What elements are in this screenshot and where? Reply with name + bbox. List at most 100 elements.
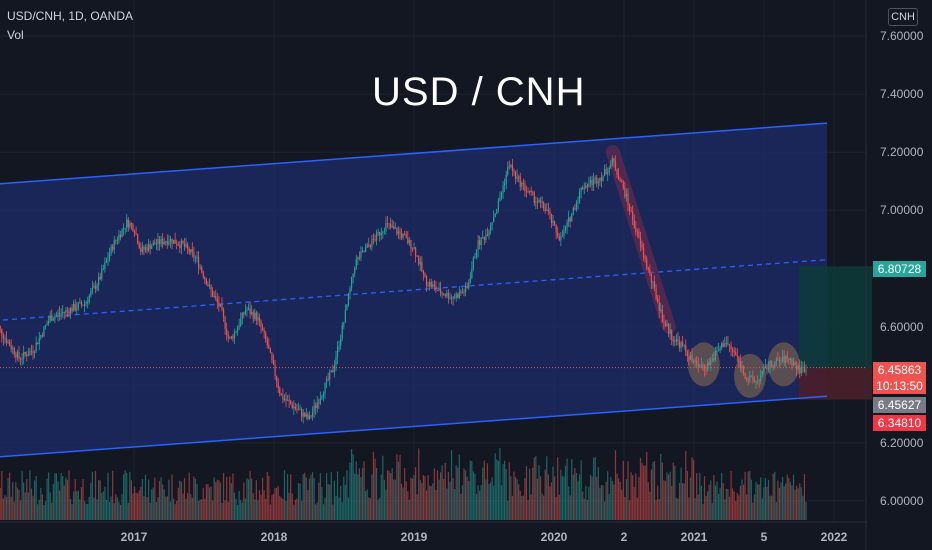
candle-body (511, 164, 514, 171)
candle-body (163, 242, 165, 245)
candle-body (716, 351, 718, 352)
volume-bar (711, 503, 713, 520)
candle-body (415, 247, 417, 257)
candle-body (382, 231, 384, 234)
candle-body (578, 191, 581, 202)
candle-body (657, 298, 659, 303)
volume-bar (452, 478, 454, 520)
candle-body (480, 237, 482, 246)
volume-bar (688, 497, 690, 520)
volume-bar (60, 472, 62, 520)
volume-bar (591, 476, 593, 520)
candle-body (672, 339, 674, 342)
candle-body (7, 341, 9, 343)
candle-body (365, 247, 367, 252)
candle-body (738, 356, 740, 361)
volume-bar (21, 471, 23, 520)
volume-bar (608, 493, 610, 520)
volume-bar (166, 496, 168, 520)
volume-bar (593, 457, 595, 520)
volume-bar (635, 473, 637, 520)
volume-bar (240, 499, 242, 520)
volume-bar (741, 479, 743, 520)
volume-bar (357, 474, 359, 520)
volume-bar (322, 504, 325, 520)
candle-body (115, 240, 117, 242)
candle-body (38, 337, 40, 345)
candle-body (727, 343, 729, 345)
candle-body (786, 356, 788, 359)
candle-body (549, 211, 551, 214)
candle-body (193, 251, 195, 258)
candle-body (29, 351, 31, 355)
volume-bar (425, 490, 428, 520)
candle-body (40, 335, 42, 338)
entry-price-badge: 6.45627 (873, 397, 926, 413)
volume-bar (2, 498, 4, 520)
volume-bar (796, 485, 798, 520)
volume-bar (315, 504, 317, 520)
candle-body (44, 325, 47, 327)
volume-bar (252, 493, 254, 520)
candle-body (646, 258, 648, 268)
volume-bar (488, 484, 490, 520)
channel-lower-line (0, 395, 828, 458)
volume-bar (575, 473, 578, 520)
volume-bar (263, 490, 265, 520)
candle-body (185, 244, 187, 247)
symbol-legend[interactable]: USD/CNH, 1D, OANDA (7, 9, 134, 23)
time-tick-label: 2 (620, 530, 628, 544)
volume-bar (286, 474, 289, 520)
candle-body (766, 366, 768, 370)
candle-body (354, 268, 356, 274)
candle-body (257, 317, 259, 321)
candle-body (69, 307, 72, 314)
volume-bar (133, 486, 136, 520)
volume-bar (574, 468, 576, 520)
candle-body (138, 243, 140, 249)
candle-body (611, 158, 613, 164)
volume-bar (307, 490, 309, 520)
volume-bar (110, 496, 112, 520)
volume-bar (274, 487, 276, 520)
volume-bar (10, 496, 12, 520)
candle-body (179, 245, 181, 248)
volume-bar (758, 484, 760, 520)
volume-bar (383, 480, 385, 520)
candle-body (622, 181, 624, 188)
volume-bar (647, 482, 649, 520)
candle-body (71, 307, 73, 312)
volume-bar (391, 468, 393, 520)
chart-annotation-title[interactable]: USD / CNH (372, 70, 586, 114)
candle-body (421, 261, 423, 271)
candle-body (733, 350, 735, 353)
candle-body (663, 321, 665, 323)
volume-bar (201, 499, 203, 520)
volume-bar (205, 484, 207, 520)
volume-bar (63, 485, 65, 520)
candle-body (232, 336, 234, 339)
volume-bar (1, 471, 3, 520)
candle-body (700, 364, 702, 368)
volume-bar (265, 498, 267, 520)
candle-body (777, 358, 779, 360)
candle-body (778, 359, 781, 362)
candle-body (496, 209, 498, 214)
volume-bar (321, 487, 323, 520)
volume-bar (233, 492, 236, 520)
volume-bar (268, 475, 270, 520)
candle-body (197, 256, 200, 268)
channel-upper-line (0, 122, 828, 185)
volume-bar (630, 472, 632, 520)
volume-bar (639, 457, 642, 520)
price-tick-label: 7.40000 (880, 87, 924, 102)
volume-bar (477, 485, 479, 520)
volume-bar (780, 482, 782, 520)
volume-bar (566, 458, 568, 520)
candle-body (357, 257, 359, 260)
volume-bar (582, 491, 584, 520)
volume-bar (183, 478, 186, 520)
currency-button[interactable]: CNH (888, 8, 918, 26)
volume-legend[interactable]: Vol (7, 28, 24, 42)
